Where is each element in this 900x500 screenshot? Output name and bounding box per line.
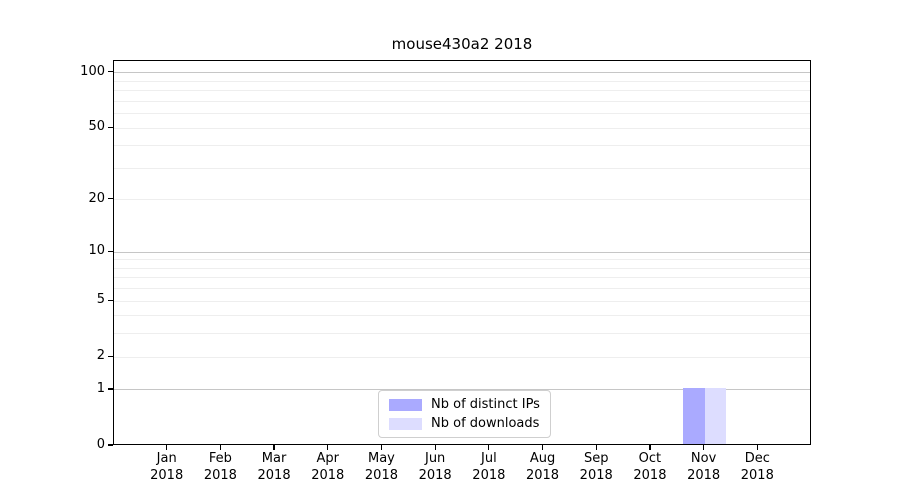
y-tick-mark (108, 355, 113, 357)
y-tick-label-1: 1 (96, 380, 105, 396)
chart-title: mouse430a2 2018 (391, 35, 533, 53)
x-tick-mark (434, 445, 436, 450)
gridline-40 (114, 145, 810, 147)
gridline-2 (114, 356, 810, 358)
y-tick-label-20: 20 (88, 190, 105, 206)
x-tick-mark (595, 445, 597, 450)
gridline-20 (114, 199, 810, 201)
x-tick-mark (541, 445, 544, 450)
x-tick-label-may: May 2018 (364, 451, 398, 483)
gridline-70 (114, 100, 810, 102)
y-tick-label-0: 0 (96, 437, 105, 452)
gridline-50 (114, 127, 810, 129)
gridline-7 (114, 277, 810, 279)
bar-nov-downloads (704, 387, 727, 444)
y-tick-mark (108, 388, 113, 390)
y-tick-label-50: 50 (88, 119, 105, 135)
x-tick-label-jan: Jan 2018 (150, 451, 184, 483)
y-tick-label-10: 10 (88, 243, 105, 259)
x-tick-mark (327, 445, 329, 450)
y-tick-mark (108, 126, 113, 128)
gridline-60 (114, 113, 810, 115)
x-tick-label-jun: Jun 2018 (418, 451, 452, 483)
gridline-4 (114, 315, 810, 317)
gridline-3 (114, 333, 810, 335)
gridline-80 (114, 90, 810, 92)
legend-row: Nb of distinct IPs (389, 397, 540, 412)
gridline-90 (114, 80, 810, 82)
gridline-100 (114, 72, 810, 74)
x-tick-mark (380, 445, 383, 450)
y-tick-mark (108, 444, 113, 446)
y-tick-mark (108, 71, 113, 73)
x-tick-label-aug: Aug 2018 (525, 451, 560, 483)
legend-swatch-0 (389, 398, 422, 411)
gridline-10 (114, 251, 810, 253)
gridline-9 (114, 259, 810, 261)
legend-label-1: Nb of downloads (431, 416, 540, 431)
x-tick-mark (649, 445, 651, 450)
gridline-5 (114, 300, 810, 302)
gridline-1 (114, 389, 810, 391)
gridline-30 (114, 167, 810, 169)
y-tick-label-100: 100 (80, 63, 105, 79)
gridline-8 (114, 267, 810, 269)
y-tick-label-5: 5 (96, 292, 105, 308)
x-tick-mark (219, 445, 221, 450)
legend-swatch-1 (389, 417, 422, 430)
y-tick-mark (108, 250, 113, 252)
x-tick-mark (756, 445, 758, 450)
legend-label-0: Nb of distinct IPs (431, 397, 540, 412)
y-tick-label-2: 2 (96, 348, 105, 364)
x-tick-label-oct: Oct 2018 (633, 451, 667, 483)
y-tick-mark (108, 299, 113, 301)
x-tick-label-apr: Apr 2018 (311, 451, 345, 483)
plot-area: Nb of distinct IPs Nb of downloads (113, 60, 811, 445)
bar-nov-distinct-ips (683, 387, 705, 444)
legend: Nb of distinct IPs Nb of downloads (378, 390, 551, 438)
x-tick-label-dec: Dec 2018 (740, 451, 774, 483)
x-tick-label-nov: Nov 2018 (687, 451, 721, 483)
x-tick-label-feb: Feb 2018 (203, 451, 237, 483)
x-tick-mark (273, 445, 275, 450)
x-tick-mark (488, 445, 490, 450)
x-tick-label-mar: Mar 2018 (257, 451, 291, 483)
y-tick-mark (108, 198, 113, 200)
legend-row: Nb of downloads (389, 416, 540, 431)
gridline-6 (114, 288, 810, 290)
x-tick-label-jul: Jul 2018 (472, 451, 506, 483)
x-tick-label-sep: Sep 2018 (579, 451, 613, 483)
x-tick-mark (703, 445, 705, 450)
x-tick-mark (166, 445, 168, 450)
